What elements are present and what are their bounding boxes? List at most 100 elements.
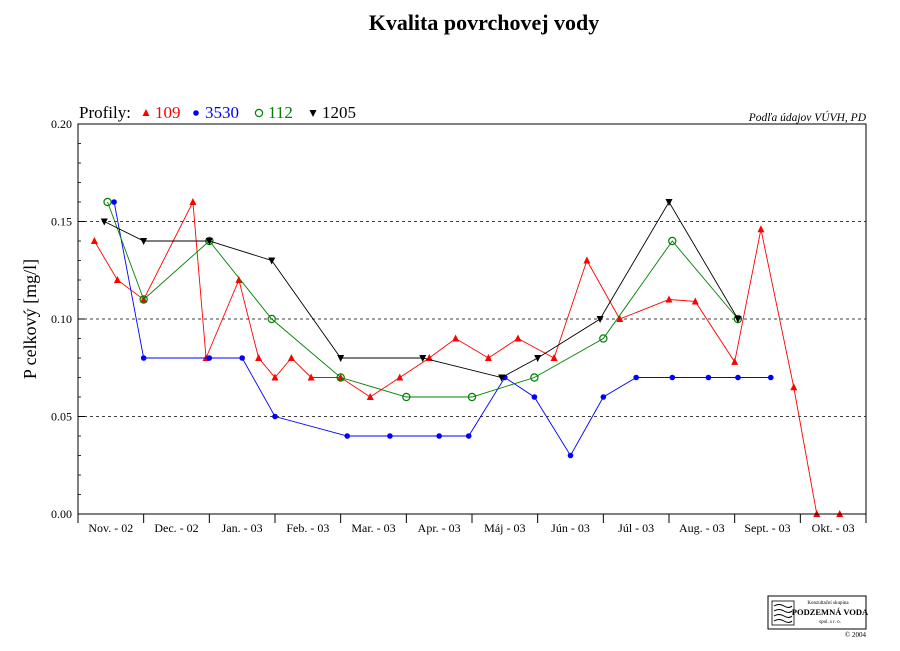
series-line: [107, 201, 739, 398]
data-point: [387, 433, 393, 439]
data-point: [436, 433, 442, 439]
legend-item: 3530: [193, 103, 239, 122]
logo-line-2: PODZEMNÁ VODA: [792, 607, 869, 617]
copyright-note: © 2004: [845, 631, 867, 639]
data-point: [665, 199, 673, 206]
data-point: [550, 354, 558, 361]
plot-frame: [77, 123, 867, 515]
data-point: [189, 198, 197, 205]
data-point: [498, 374, 506, 382]
x-tick-label: Máj - 03: [484, 521, 525, 535]
chart-title: Kvalita povrchovej vody: [369, 10, 600, 35]
data-point: [691, 297, 699, 305]
data-point: [337, 355, 345, 362]
y-axis-label: P celkový [mg/l]: [20, 259, 40, 379]
data-point: [669, 374, 676, 381]
data-point: [268, 257, 276, 265]
data-point: [530, 373, 539, 382]
data-point: [665, 295, 673, 303]
data-point: [140, 355, 147, 361]
data-point: [735, 374, 741, 381]
logo-emblem: [771, 600, 795, 626]
data-point: [239, 355, 245, 361]
data-point: [534, 355, 542, 362]
data-point: [111, 199, 117, 205]
series-109: [90, 198, 844, 517]
data-point: [668, 236, 677, 246]
x-tick-label: Okt. - 03: [812, 521, 855, 535]
data-point: [193, 110, 199, 116]
data-point: [272, 413, 278, 420]
legend-title: Profily:: [79, 103, 131, 122]
x-tick-label: Feb. - 03: [286, 521, 329, 535]
data-point: [465, 433, 472, 439]
data-point: [583, 256, 591, 264]
x-tick-label: Nov. - 02: [88, 521, 133, 535]
data-point: [267, 314, 276, 324]
series-line: [113, 201, 771, 457]
x-tick-label: Jan. - 03: [222, 521, 263, 535]
logo-line-3: spol. s r. o.: [819, 620, 841, 625]
data-point: [235, 276, 243, 283]
data-point: [287, 354, 295, 361]
company-logo: Konzultační skupina PODZEMNÁ VODA spol. …: [767, 595, 869, 639]
data-point: [452, 334, 460, 342]
x-tick-label: Apr. - 03: [418, 521, 461, 535]
data-point: [514, 334, 522, 342]
data-point: [616, 315, 624, 322]
y-tick-label: 0.05: [51, 410, 72, 424]
y-tick-label: 0.00: [51, 507, 72, 521]
data-point: [307, 373, 315, 381]
legend-label: 112: [268, 103, 293, 122]
data-point: [344, 433, 351, 439]
data-point: [419, 355, 427, 362]
legend-item: 109: [142, 103, 181, 122]
x-tick-label: Júl - 03: [618, 521, 654, 535]
data-point: [567, 452, 574, 459]
data-point: [767, 374, 774, 381]
y-tick-label: 0.10: [51, 312, 72, 326]
data-point: [633, 374, 639, 381]
data-point: [142, 109, 150, 116]
data-point: [254, 108, 264, 118]
legend-label: 3530: [205, 103, 239, 122]
y-tick-label: 0.20: [51, 117, 72, 131]
data-point: [309, 110, 317, 117]
series-layer: [90, 197, 844, 517]
legend-item: 112: [254, 103, 293, 122]
data-point: [396, 373, 404, 381]
y-axis-ticks: 0.00 0.05 0.10 0.15 0.20: [51, 117, 85, 521]
logo-frame: [767, 595, 867, 630]
data-point: [467, 392, 477, 402]
data-point: [484, 354, 492, 361]
x-tick-label: Jún - 03: [551, 521, 590, 535]
data-point: [90, 237, 98, 244]
legend-label: 109: [155, 103, 181, 122]
data-point: [139, 295, 148, 304]
data-point: [757, 225, 765, 233]
data-point: [366, 393, 374, 400]
data-point: [271, 373, 279, 381]
data-point: [596, 316, 604, 323]
data-point: [734, 316, 742, 323]
data-point: [206, 355, 213, 361]
series-3530: [111, 199, 774, 459]
series-112: [103, 197, 743, 402]
y-tick-label: 0.15: [51, 215, 72, 229]
data-source-note: Podľa údajov VÚVH, PD: [748, 110, 867, 124]
data-point: [599, 334, 608, 343]
data-point: [705, 374, 712, 381]
legend-label: 1205: [322, 103, 356, 122]
data-point: [140, 238, 148, 245]
data-point: [790, 383, 798, 391]
logo-line-1: Konzultační skupina: [807, 601, 849, 606]
x-tick-label: Dec. - 02: [154, 521, 198, 535]
data-point: [600, 394, 607, 400]
data-point: [205, 238, 213, 245]
legend-item: 1205: [309, 103, 356, 122]
data-point: [402, 392, 411, 402]
x-tick-label: Sept. - 03: [744, 521, 790, 535]
data-point: [731, 357, 739, 365]
axes: [77, 123, 867, 515]
